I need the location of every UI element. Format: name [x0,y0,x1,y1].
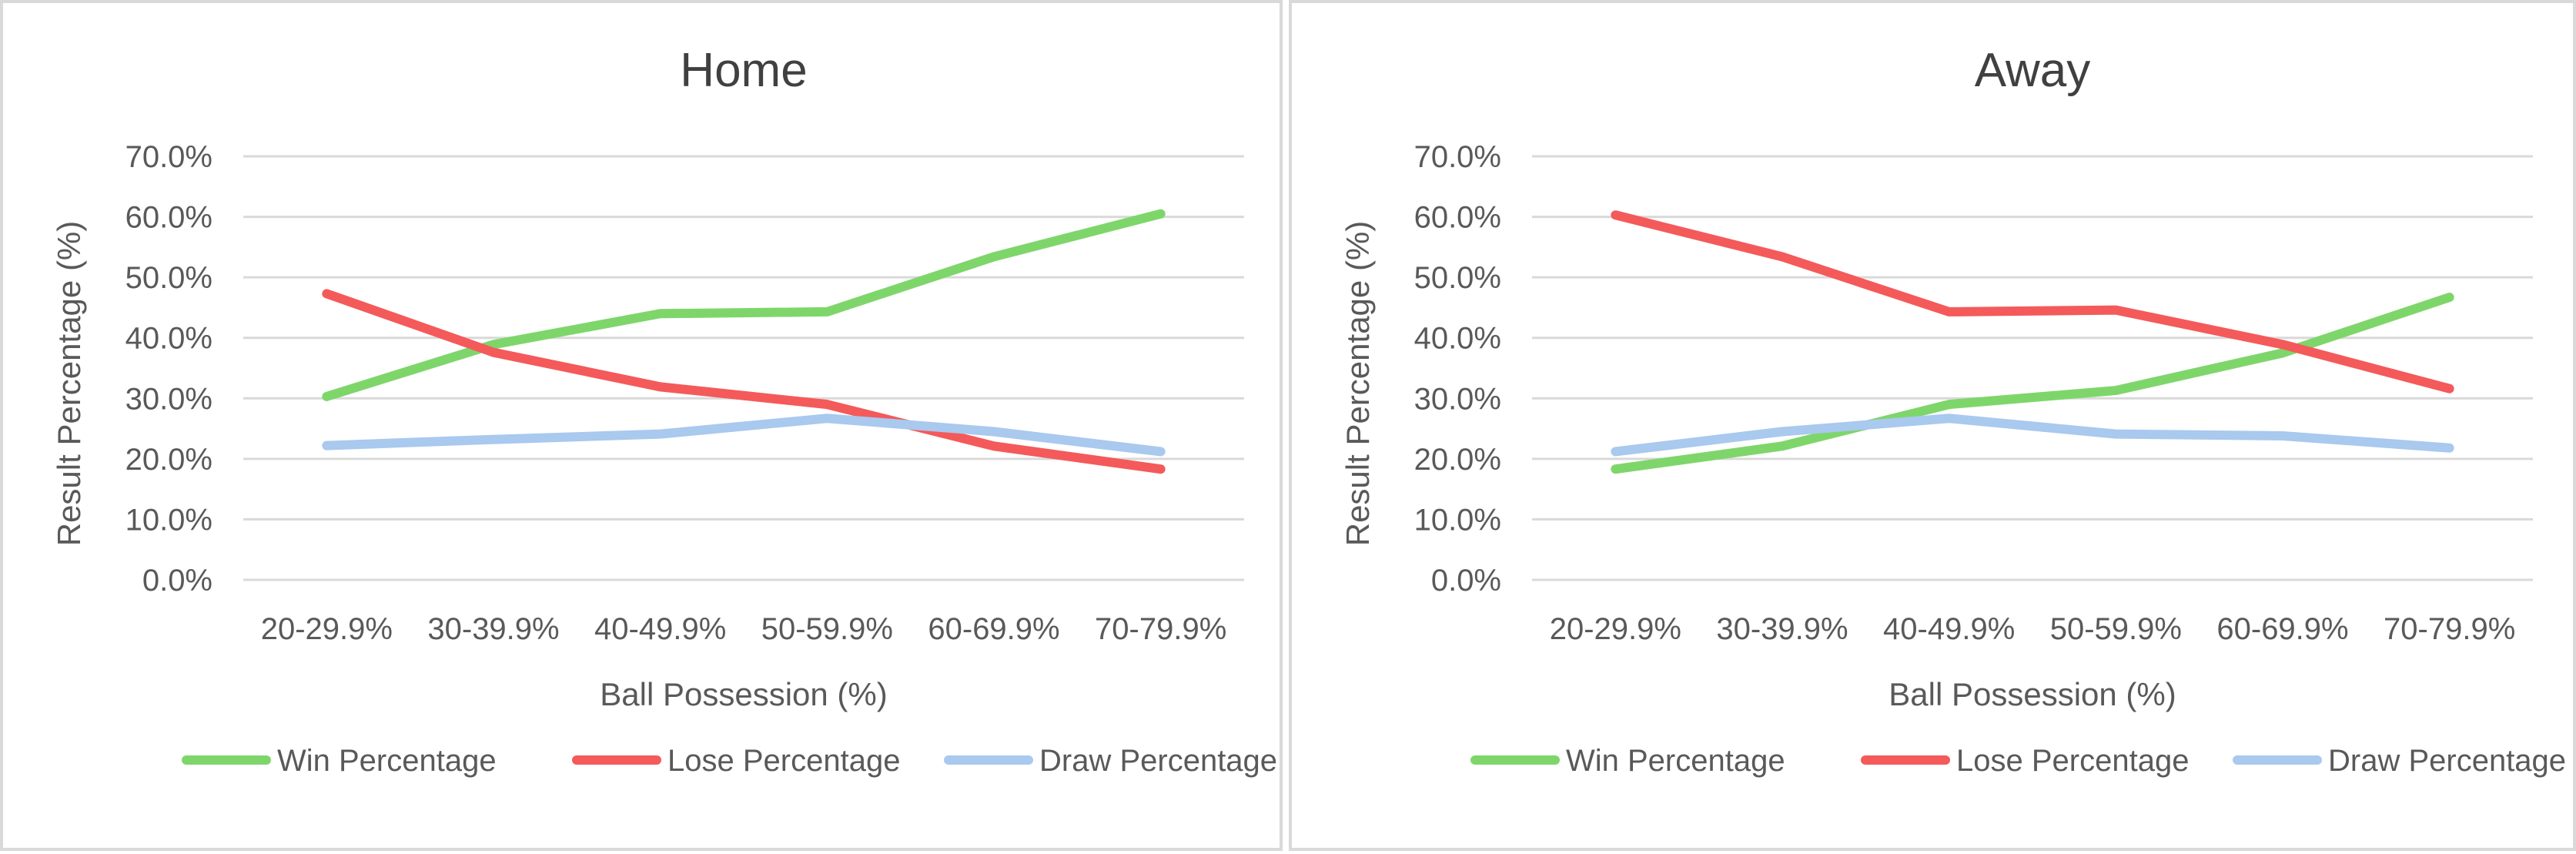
x-tick-label: 30-39.9% [427,612,559,646]
y-tick-label: 50.0% [1414,261,1501,295]
x-tick-label: 50-59.9% [2050,612,2182,646]
y-tick-label: 30.0% [1414,382,1501,416]
series-line [322,414,1166,457]
x-tick-label: 30-39.9% [1716,612,1848,646]
chart-home: Home 0.0% 10.0% 20.0% 30.0% 40.0% 50.0% 60.0% 70… [51,44,1277,778]
y-axis-title: Result Percentage (%) [1340,221,1376,547]
x-axis-title: Ball Possession (%) [600,676,887,712]
y-tick-label: 0.0% [142,564,212,598]
series-draw-percentage [322,414,1166,457]
y-tick-label: 10.0% [1414,503,1501,537]
data-point [660,313,661,314]
y-tick-label: 60.0% [125,201,212,235]
data-point [1781,445,1783,447]
y-tick-label: 60.0% [1414,201,1501,235]
x-tick-label: 70-79.9% [2384,612,2515,646]
data-point [2449,296,2451,298]
gridlines [243,155,1244,581]
y-tick-label: 20.0% [125,443,212,477]
y-tick-label: 20.0% [1414,443,1501,477]
chart-away: Away 0.0% 10.0% 20.0% 30.0% 40.0% 50.0% 60.0% 70… [1340,44,2566,778]
series-line [1611,210,2454,394]
data-point [826,417,828,419]
data-point [1781,431,1783,432]
y-tick-label: 10.0% [125,503,212,537]
chart-title: Home [680,44,807,97]
data-point [993,431,995,432]
data-point [326,396,327,397]
y-tick-label: 0.0% [1431,564,1501,598]
x-tick-label: 20-29.9% [261,612,393,646]
y-tick-label: 70.0% [1414,140,1501,174]
y-tick-label: 50.0% [125,261,212,295]
legend-label: Draw Percentage [1039,744,1277,778]
y-tick-label: 40.0% [125,322,212,356]
y-axis-title: Result Percentage (%) [51,221,87,547]
data-point [1614,214,1616,216]
legend-label: Draw Percentage [2328,744,2566,778]
legend: Win Percentage Lose Percentage Draw Percen… [1470,744,2566,778]
x-tick-label: 40-49.9% [594,612,726,646]
data-point [493,343,494,345]
data-point [2449,447,2451,449]
data-point [826,404,828,405]
series-line [322,289,1166,474]
x-tick-label: 40-49.9% [1883,612,2015,646]
data-point [993,256,995,257]
series-win-percentage [1611,293,2454,474]
series-draw-percentage [1611,414,2454,457]
legend-label: Lose Percentage [667,744,900,778]
data-point [493,352,494,353]
data-point [1614,468,1616,470]
legend-label: Lose Percentage [1956,744,2189,778]
chart-panel-home: Home 0.0% 10.0% 20.0% 30.0% 40.0% 50.0% 60.0% 70… [0,0,1283,851]
y-tick-label: 40.0% [1414,322,1501,356]
x-tick-label: 20-29.9% [1550,612,1681,646]
data-point [1781,256,1783,257]
x-axis-title: Ball Possession (%) [1889,676,2176,712]
x-tick-label: 60-69.9% [928,612,1059,646]
series-lose-percentage [322,289,1166,474]
chart-title: Away [1975,44,2091,97]
data-point [326,293,327,294]
data-point [993,445,995,447]
data-point [826,311,828,313]
series-lose-percentage [1611,210,2454,394]
legend-label: Win Percentage [277,744,497,778]
series-line [322,209,1166,401]
x-tick-label: 70-79.9% [1095,612,1226,646]
series-line [1611,414,2454,457]
data-point [1614,450,1616,452]
x-tick-label: 50-59.9% [761,612,893,646]
legend-label: Win Percentage [1566,744,1785,778]
series-win-percentage [322,209,1166,401]
data-point [2449,388,2451,390]
series-line [1611,293,2454,474]
legend: Win Percentage Lose Percentage Draw Percen… [182,744,1277,778]
data-point [1160,213,1162,215]
y-tick-label: 70.0% [125,140,212,174]
data-point [493,439,494,440]
data-point [326,445,327,447]
data-point [1160,468,1162,470]
chart-panel-away: Away 0.0% 10.0% 20.0% 30.0% 40.0% 50.0% 60.0% 70… [1289,0,2576,851]
data-point [1160,450,1162,452]
x-tick-label: 60-69.9% [2216,612,2348,646]
y-tick-label: 30.0% [125,382,212,416]
